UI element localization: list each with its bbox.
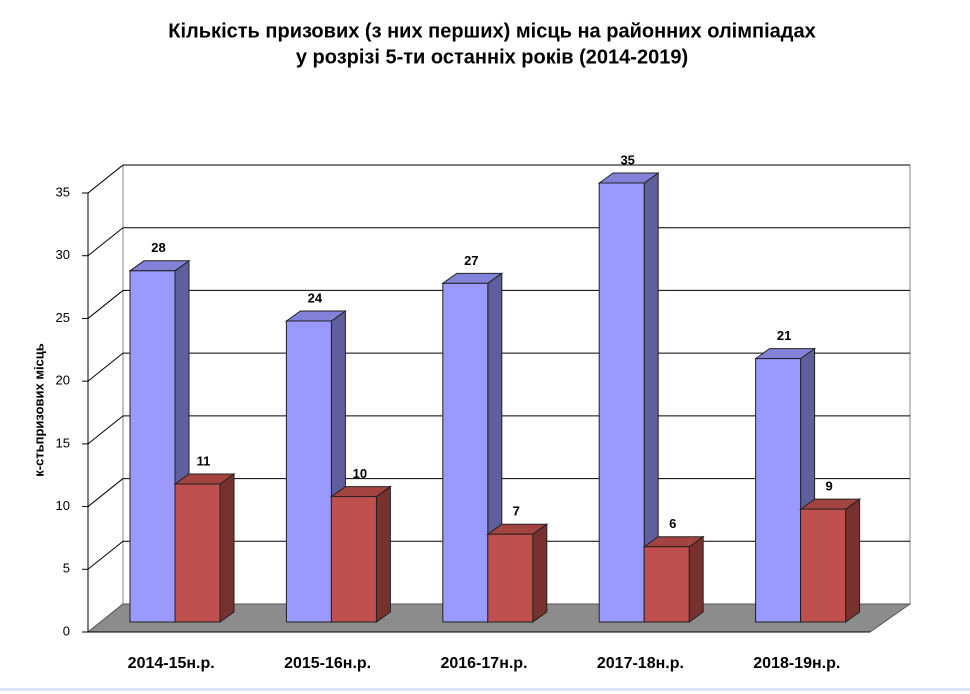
value-label: 11 xyxy=(197,453,211,468)
bar xyxy=(173,473,236,623)
bar-front xyxy=(487,533,534,623)
grid-line xyxy=(87,290,124,319)
chart-title: Кількість призових (з них перших) місць … xyxy=(168,20,815,42)
y-tick-label: 0 xyxy=(63,623,70,638)
bar xyxy=(799,498,862,623)
chart-title: у розрізі 5-ти останніх років (2014-2019… xyxy=(296,46,688,68)
bar-front xyxy=(755,358,802,623)
bar xyxy=(642,535,705,623)
bar-side xyxy=(688,535,704,623)
value-label: 27 xyxy=(464,253,478,268)
x-tick-label: 2014-15н.р. xyxy=(128,655,215,672)
bar-side xyxy=(375,485,391,623)
x-tick-label: 2016-17н.р. xyxy=(440,655,527,672)
value-label: 28 xyxy=(151,240,165,255)
bar-front xyxy=(330,496,377,623)
y-tick-label: 5 xyxy=(63,561,70,576)
bar-side xyxy=(219,473,235,623)
value-label: 21 xyxy=(777,328,791,343)
bar xyxy=(597,172,660,623)
grid-line xyxy=(87,164,124,194)
bar-side xyxy=(845,498,861,623)
bar xyxy=(486,523,549,623)
x-tick-label: 2018-19н.р. xyxy=(753,655,840,672)
bar-front xyxy=(800,508,847,623)
value-label: 24 xyxy=(308,290,323,305)
x-tick-label: 2015-16н.р. xyxy=(284,655,371,672)
y-tick-label: 20 xyxy=(56,373,70,388)
bar-front xyxy=(285,320,332,623)
bar-front xyxy=(643,546,690,623)
y-tick-label: 30 xyxy=(56,247,70,262)
value-label: 6 xyxy=(669,516,676,531)
y-tick-label: 35 xyxy=(56,184,70,199)
value-label: 9 xyxy=(825,479,832,494)
bar-front xyxy=(442,282,489,623)
y-tick-label: 25 xyxy=(56,310,70,325)
bar-front xyxy=(129,270,176,623)
value-label: 10 xyxy=(353,466,367,481)
grid-line xyxy=(87,227,124,257)
grid-line xyxy=(87,540,124,570)
grid-line xyxy=(87,352,124,382)
value-label: 7 xyxy=(513,504,520,519)
y-axis-label: к-стьпризових місць xyxy=(31,343,46,477)
bottom-border xyxy=(0,688,970,691)
y-tick-label: 15 xyxy=(56,435,70,450)
x-tick-label: 2017-18н.р. xyxy=(597,655,684,672)
side-wall xyxy=(87,163,124,634)
y-tick-label: 10 xyxy=(56,498,70,513)
bar xyxy=(329,485,392,623)
grid-line xyxy=(87,478,124,507)
bar-side xyxy=(532,523,548,623)
grid-line xyxy=(87,415,124,445)
bar-front xyxy=(174,483,221,623)
value-label: 35 xyxy=(620,152,634,167)
bar-front xyxy=(598,182,645,623)
